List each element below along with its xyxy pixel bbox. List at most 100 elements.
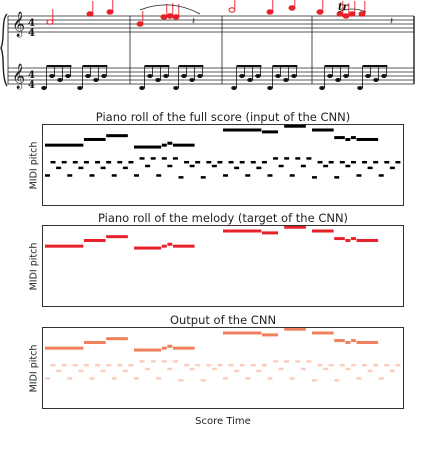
beam	[362, 65, 388, 67]
note-bar-predicted-accompaniment	[362, 363, 368, 367]
note-bar-predicted-accompaniment	[234, 369, 240, 373]
note-bar-accompaniment	[122, 166, 128, 170]
note-bar-predicted-accompaniment	[172, 360, 178, 363]
note-bar-accompaniment	[211, 164, 217, 168]
note-bar-predicted-melody	[45, 346, 84, 350]
treble-clef: 𝄞	[12, 63, 25, 89]
accompaniment-notehead	[85, 74, 91, 78]
accompaniment-notehead	[93, 78, 99, 82]
melody-notehead	[358, 11, 366, 17]
note-bar-predicted-accompaniment	[395, 363, 401, 367]
note-bar-predicted-accompaniment	[139, 360, 145, 363]
note-bar-accompaniment	[89, 174, 95, 177]
ylabel-full-score: MIDI pitch	[28, 141, 40, 190]
note-bar-predicted-accompaniment	[122, 369, 128, 373]
note-bar-predicted-accompaniment	[128, 363, 134, 367]
accompaniment-notehead	[65, 74, 71, 78]
note-bar-melody	[345, 137, 351, 141]
note-bar-predicted-accompaniment	[78, 369, 84, 373]
note-bar-predicted-melody	[334, 339, 345, 343]
note-bar-predicted-accompaniment	[67, 377, 73, 380]
treble-clef: 𝄞	[12, 11, 25, 37]
note-bar-accompaniment	[189, 164, 195, 168]
note-bar-accompaniment	[300, 164, 306, 168]
accompaniment-notehead	[291, 74, 297, 78]
beam	[324, 65, 350, 67]
accompaniment-notehead	[357, 86, 363, 90]
note-bar-predicted-melody	[350, 339, 356, 343]
note-bar-accompaniment	[106, 160, 112, 164]
note-bar-accompaniment	[317, 160, 323, 164]
accompaniment-notehead	[41, 86, 47, 90]
note-bar-accompaniment	[95, 160, 101, 164]
xlabel: Score Time	[195, 416, 251, 427]
note-bar-accompaniment	[128, 160, 134, 164]
note-bar-accompaniment	[117, 160, 123, 164]
accompaniment-notehead	[173, 86, 179, 90]
rest: 𝄽	[390, 16, 393, 27]
note-bar-predicted-accompaniment	[300, 367, 306, 371]
note-bar-accompaniment	[339, 160, 345, 164]
melody-notehead	[172, 14, 180, 20]
accompaniment-notehead	[381, 74, 387, 78]
note-bar-predicted-accompaniment	[178, 379, 184, 382]
note-bar-melody	[356, 137, 379, 141]
note-bar-melody	[284, 125, 306, 128]
accompaniment-notehead	[189, 78, 195, 82]
note-bar-melody	[172, 143, 195, 147]
note-bar-predicted-accompaniment	[95, 363, 101, 367]
piano-roll-full-score	[42, 124, 404, 206]
piano-roll-output	[42, 327, 404, 409]
melody-notehead	[46, 19, 54, 25]
note-bar-accompaniment	[156, 174, 162, 177]
note-bar-melody	[350, 237, 356, 241]
note-bar-melody	[223, 128, 262, 132]
note-bar-predicted-melody	[223, 331, 262, 335]
note-bar-accompaniment	[373, 160, 379, 164]
accompaniment-notehead	[155, 78, 161, 82]
note-bar-predicted-accompaniment	[211, 367, 217, 371]
note-bar-predicted-accompaniment	[45, 377, 50, 380]
note-bar-predicted-accompaniment	[312, 379, 317, 382]
note-bar-melody	[167, 141, 173, 145]
note-bar-accompaniment	[83, 160, 89, 164]
note-bar-melody	[261, 130, 279, 134]
note-bar-melody	[356, 238, 379, 242]
time-signature-bass-top: 4	[28, 70, 35, 81]
melody-notehead	[166, 13, 174, 19]
note-bar-accompaniment	[145, 164, 151, 168]
note-bar-predicted-melody	[356, 340, 379, 344]
note-bar-accompaniment	[200, 176, 206, 179]
note-bar-predicted-accompaniment	[145, 367, 151, 371]
piano-roll-output-plot	[45, 328, 401, 382]
note-bar-accompaniment	[228, 160, 234, 164]
note-bar-predicted-accompaniment	[189, 367, 195, 371]
note-bar-predicted-melody	[345, 340, 351, 344]
note-bar-predicted-accompaniment	[206, 363, 212, 367]
accompaniment-notehead	[77, 86, 83, 90]
note-bar-melody	[161, 143, 167, 147]
music-score: 𝄞𝄞 𝄽 𝄽 4 4 4 4 tr	[0, 0, 415, 91]
note-bar-melody	[83, 137, 106, 141]
note-bar-melody	[83, 238, 106, 242]
note-bar-accompaniment	[289, 174, 295, 177]
time-signature-treble-bottom: 4	[28, 28, 35, 39]
note-bar-accompaniment	[328, 160, 334, 164]
slur	[337, 8, 367, 13]
note-bar-predicted-accompaniment	[223, 377, 228, 380]
note-bar-predicted-accompaniment	[250, 363, 256, 367]
slur	[139, 4, 201, 15]
note-bar-predicted-accompaniment	[328, 363, 334, 367]
accompaniment-notehead	[231, 86, 237, 90]
accompaniment-notehead	[365, 74, 371, 78]
note-bar-predicted-melody	[261, 333, 279, 337]
note-bar-melody	[161, 244, 167, 248]
note-bar-predicted-accompaniment	[150, 360, 156, 363]
note-bar-predicted-accompaniment	[106, 363, 112, 367]
beam	[46, 65, 72, 67]
note-bar-accompaniment	[284, 157, 290, 160]
note-bar-accompaniment	[389, 166, 395, 170]
beam	[144, 65, 170, 67]
note-bar-accompaniment	[345, 164, 351, 168]
accompaniment-notehead	[255, 74, 261, 78]
